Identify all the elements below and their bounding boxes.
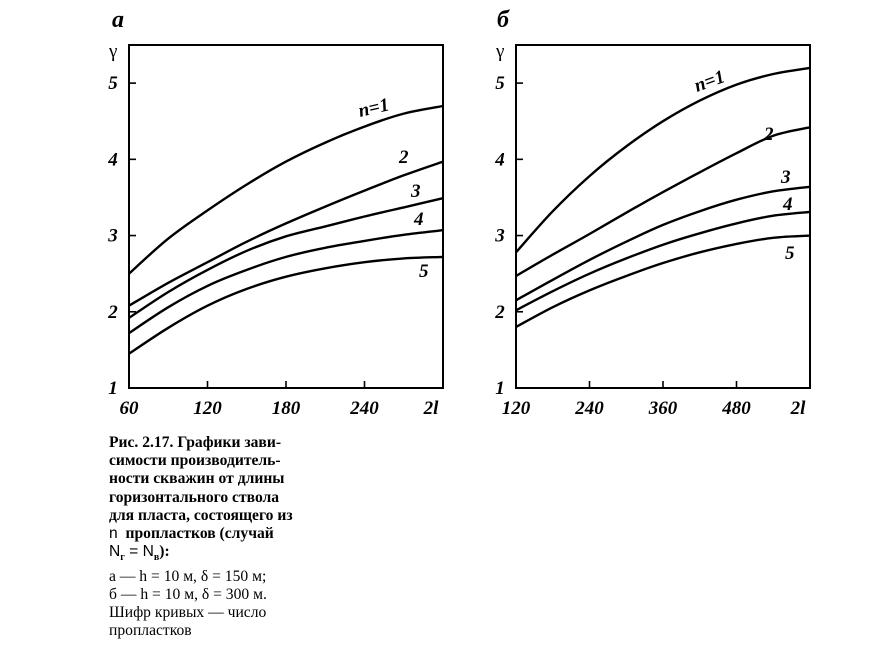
caption-line-6-rest: пропластков (случай: [125, 525, 274, 543]
y-tick-label-2-5: 5: [495, 73, 505, 94]
series-line-1-3: [128, 197, 444, 319]
caption-N1: N: [109, 543, 121, 561]
x-tick-label-1-240: 240: [349, 398, 379, 419]
series-label-1-2: 2: [398, 147, 409, 168]
series-label-1-3: 3: [410, 181, 421, 202]
y-tick-label-2-2: 2: [494, 302, 505, 323]
caption-line-3: ности скважин от длины: [109, 470, 285, 488]
y-tick-label-1-5: 5: [108, 73, 118, 94]
y-tick-label-2-1: 1: [495, 378, 505, 399]
series-line-1-5: [128, 255, 444, 355]
x-tick-label-1-120: 120: [193, 398, 222, 419]
caption-line-5: для пласта, состоящего из: [109, 506, 293, 524]
x-axis-end-label-1: 2l: [423, 398, 440, 419]
caption-sub-g: г: [120, 552, 125, 564]
series-label-1-5: 5: [419, 261, 429, 282]
y-axis-label-1: γ: [108, 41, 117, 62]
plot-frame-1: [128, 44, 444, 389]
y-tick-label-2-4: 4: [494, 149, 505, 170]
x-tick-label-2-240: 240: [574, 398, 604, 419]
series-label-1-4: 4: [413, 209, 424, 230]
panel-label-2: б: [497, 7, 510, 33]
series-label-2-n=1: n=1: [692, 66, 728, 96]
caption-line-4: горизонтального ствола: [109, 488, 280, 506]
series-label-2-2: 2: [763, 124, 774, 145]
caption-note-c: Шифр кривых — число: [109, 603, 267, 621]
x-axis-end-label-2: 2l: [790, 398, 807, 419]
series-line-2-4: [515, 210, 811, 312]
x-tick-label-2-120: 120: [502, 398, 531, 419]
y-tick-label-1-2: 2: [107, 302, 118, 323]
caption-N2: N: [142, 543, 154, 561]
caption-sub-v: в: [153, 552, 160, 564]
y-axis-label-2: γ: [495, 41, 504, 62]
caption-line-7: Nг = Nв):: [109, 543, 342, 567]
caption-n-symbol: n: [109, 525, 118, 543]
caption-end: ):: [159, 543, 170, 561]
series-line-1-4: [128, 229, 444, 335]
series-line-2-n=1: [515, 66, 811, 254]
panel-label-1: а: [112, 7, 124, 33]
caption-line-2: симости производитель-: [109, 452, 281, 470]
y-tick-label-1-1: 1: [108, 378, 118, 399]
series-line-2-3: [515, 185, 811, 302]
caption-note-b: б — h = 10 м, δ = 300 м.: [109, 585, 267, 603]
caption-line-6: n пропластков (случай: [109, 525, 342, 543]
series-label-2-5: 5: [785, 243, 795, 264]
series-line-1-2: [128, 160, 444, 307]
figure-caption: Рис. 2.17. Графики зави- симости произво…: [109, 434, 342, 640]
series-label-2-4: 4: [782, 194, 793, 215]
x-tick-label-1-60: 60: [120, 398, 140, 419]
series-line-2-5: [515, 234, 811, 329]
series-label-2-3: 3: [780, 167, 791, 188]
x-tick-label-1-180: 180: [272, 398, 301, 419]
x-tick-label-2-360: 360: [648, 398, 678, 419]
series-line-2-2: [515, 126, 811, 278]
x-tick-label-2-480: 480: [721, 398, 751, 419]
y-tick-label-1-3: 3: [107, 226, 118, 247]
caption-line-1: Рис. 2.17. Графики зави-: [109, 434, 282, 451]
caption-note-a: а — h = 10 м, δ = 150 м;: [109, 567, 267, 585]
y-tick-label-2-3: 3: [494, 226, 505, 247]
caption-note-d: пропластков: [109, 622, 192, 640]
y-tick-label-1-4: 4: [107, 149, 118, 170]
series-line-1-n=1: [128, 104, 444, 275]
caption-eq: =: [124, 543, 143, 561]
